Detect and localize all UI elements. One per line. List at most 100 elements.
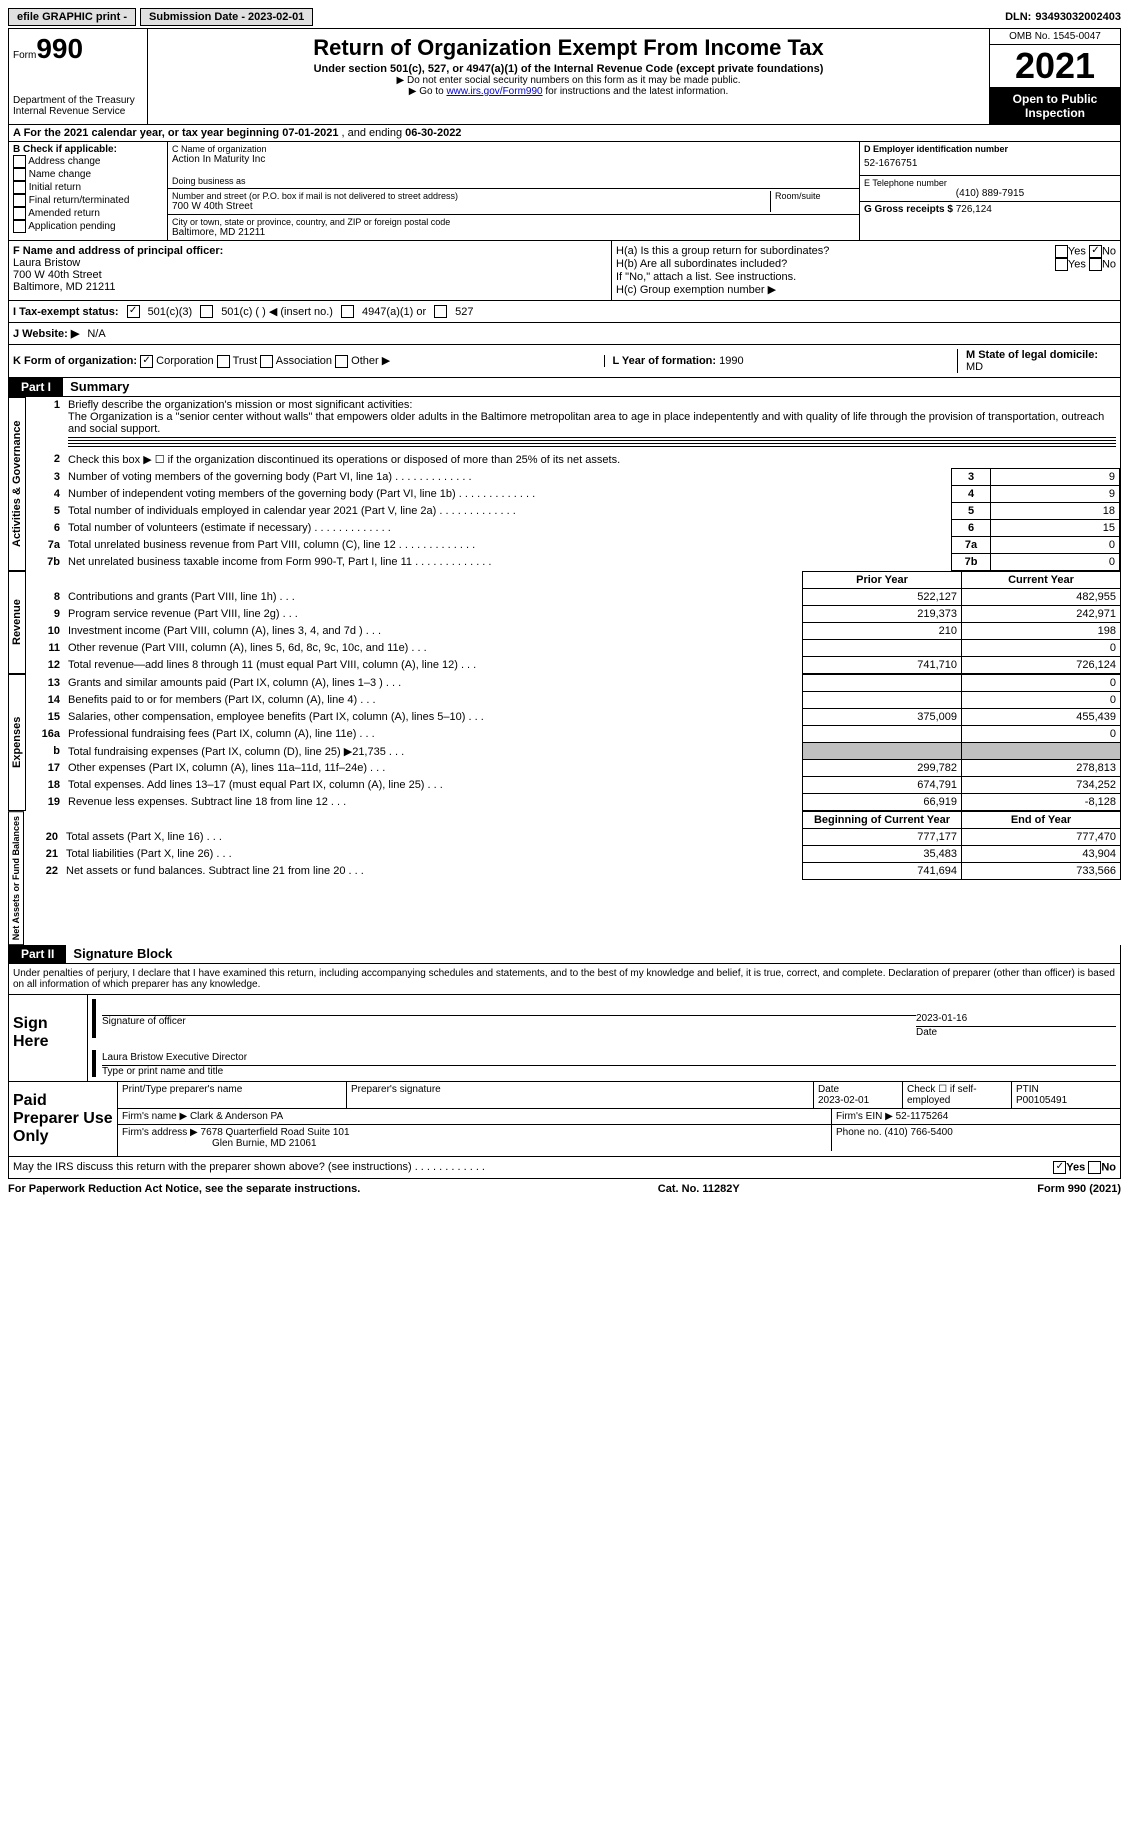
line1-text: The Organization is a "senior center wit… (68, 411, 1104, 435)
summary-row: 15Salaries, other compensation, employee… (26, 709, 1121, 726)
form-header: Form990 Department of the Treasury Inter… (8, 28, 1121, 125)
city-value: Baltimore, MD 21211 (172, 227, 855, 238)
row-i-tax-status: I Tax-exempt status: 501(c)(3) 501(c) ( … (8, 301, 1121, 323)
summary-row: 5Total number of individuals employed in… (26, 503, 1120, 520)
room-label: Room/suite (775, 191, 855, 201)
dln-value: 93493032002403 (1035, 11, 1121, 23)
checkbox-item: Application pending (13, 220, 163, 233)
org-name: Action In Maturity Inc (172, 154, 855, 165)
checkbox-item: Initial return (13, 181, 163, 194)
form-number: 990 (36, 33, 83, 64)
summary-row: 13Grants and similar amounts paid (Part … (26, 675, 1121, 692)
gross-label: G Gross receipts $ (864, 204, 953, 215)
row-j-website: J Website: ▶ N/A (8, 323, 1121, 345)
summary-row: 6Total number of volunteers (estimate if… (26, 520, 1120, 537)
checkbox-item: Final return/terminated (13, 194, 163, 207)
ha-yes-checkbox[interactable] (1055, 245, 1068, 258)
part1-activities-section: Activities & Governance 1 Briefly descri… (8, 397, 1121, 571)
dept-label: Department of the Treasury (13, 95, 143, 106)
part2-header: Part II (9, 945, 66, 963)
trust-checkbox[interactable] (217, 355, 230, 368)
dba-label: Doing business as (172, 176, 855, 186)
hb-yes-checkbox[interactable] (1055, 258, 1068, 271)
part1-header: Part I (9, 378, 63, 396)
tax-year: 2021 (990, 45, 1120, 88)
form-word: Form (13, 50, 36, 61)
summary-row: 12Total revenue—add lines 8 through 11 (… (26, 657, 1121, 674)
row-a-tax-year: A For the 2021 calendar year, or tax yea… (8, 125, 1121, 142)
phone-label: E Telephone number (864, 178, 1116, 188)
part1-revenue-section: Revenue Prior Year Current Year 8Contrib… (8, 571, 1121, 674)
submission-date: Submission Date - 2023-02-01 (140, 8, 313, 26)
section-bcd: B Check if applicable: Address change Na… (8, 142, 1121, 241)
summary-row: 7bNet unrelated business taxable income … (26, 554, 1120, 571)
open-inspection: Open to Public Inspection (990, 88, 1120, 124)
col-h-group: H(a) Is this a group return for subordin… (611, 241, 1120, 300)
efile-print-label: efile GRAPHIC print - (8, 8, 136, 26)
form-ref: Form 990 (2021) (1037, 1183, 1121, 1195)
summary-row: 10Investment income (Part VIII, column (… (26, 623, 1121, 640)
ha-no-checkbox[interactable] (1089, 245, 1102, 258)
assoc-checkbox[interactable] (260, 355, 273, 368)
footer: For Paperwork Reduction Act Notice, see … (8, 1179, 1121, 1199)
cat-no: Cat. No. 11282Y (658, 1183, 740, 1195)
note-ssn: ▶ Do not enter social security numbers o… (152, 75, 985, 86)
checkbox-item: Amended return (13, 207, 163, 220)
irs-link[interactable]: www.irs.gov/Form990 (446, 86, 542, 97)
527-checkbox[interactable] (434, 305, 447, 318)
summary-row: 17Other expenses (Part IX, column (A), l… (26, 760, 1121, 777)
checkbox-item: Address change (13, 155, 163, 168)
col-c-org-info: C Name of organization Action In Maturit… (168, 142, 859, 240)
line2: Check this box ▶ ☐ if the organization d… (64, 451, 1120, 469)
perjury-para: Under penalties of perjury, I declare th… (8, 964, 1121, 995)
hb-no-checkbox[interactable] (1089, 258, 1102, 271)
col-d-info: D Employer identification number 52-1676… (859, 142, 1120, 240)
part1-netassets-section: Net Assets or Fund Balances Beginning of… (8, 811, 1121, 945)
sign-here-block: Sign Here Signature of officer 2023-01-1… (8, 995, 1121, 1082)
part1-expenses-section: Expenses 13Grants and similar amounts pa… (8, 674, 1121, 811)
phone-value: (410) 889-7915 (864, 188, 1116, 199)
discuss-no-checkbox[interactable] (1088, 1161, 1101, 1174)
street-value: 700 W 40th Street (172, 201, 770, 212)
part2-title: Signature Block (73, 946, 172, 961)
discuss-yes-checkbox[interactable] (1053, 1161, 1066, 1174)
side-revenue: Revenue (8, 571, 26, 674)
summary-row: 16aProfessional fundraising fees (Part I… (26, 726, 1121, 743)
side-netassets: Net Assets or Fund Balances (8, 811, 24, 945)
side-expenses: Expenses (8, 674, 26, 811)
checkbox-item: Name change (13, 168, 163, 181)
paid-preparer-block: Paid Preparer Use Only Print/Type prepar… (8, 1082, 1121, 1157)
side-activities: Activities & Governance (8, 397, 26, 571)
sign-here-label: Sign Here (9, 995, 88, 1081)
street-label: Number and street (or P.O. box if mail i… (172, 191, 770, 201)
501c3-checkbox[interactable] (127, 305, 140, 318)
ein-label: D Employer identification number (864, 144, 1008, 154)
corp-checkbox[interactable] (140, 355, 153, 368)
row-k-org-form: K Form of organization: Corporation Trus… (8, 345, 1121, 378)
summary-row: 9Program service revenue (Part VIII, lin… (26, 606, 1121, 623)
501c-checkbox[interactable] (200, 305, 213, 318)
part1-header-row: Part I Summary (8, 378, 1121, 397)
col-f-officer: F Name and address of principal officer:… (9, 241, 611, 300)
city-label: City or town, state or province, country… (172, 217, 855, 227)
summary-row: 20Total assets (Part X, line 16) . . .77… (24, 829, 1121, 846)
summary-row: 11Other revenue (Part VIII, column (A), … (26, 640, 1121, 657)
summary-row: 7aTotal unrelated business revenue from … (26, 537, 1120, 554)
note-link: ▶ Go to www.irs.gov/Form990 for instruct… (152, 86, 985, 97)
line1-label: Briefly describe the organization's miss… (68, 399, 412, 411)
discuss-row: May the IRS discuss this return with the… (8, 1157, 1121, 1179)
summary-row: 18Total expenses. Add lines 13–17 (must … (26, 777, 1121, 794)
omb-number: OMB No. 1545-0047 (990, 29, 1120, 45)
org-name-label: C Name of organization (172, 144, 855, 154)
summary-row: bTotal fundraising expenses (Part IX, co… (26, 743, 1121, 760)
top-bar: efile GRAPHIC print - Submission Date - … (8, 8, 1121, 26)
irs-label: Internal Revenue Service (13, 106, 143, 117)
section-fh: F Name and address of principal officer:… (8, 241, 1121, 301)
col-b-checkboxes: B Check if applicable: Address change Na… (9, 142, 168, 240)
summary-row: 14Benefits paid to or for members (Part … (26, 692, 1121, 709)
other-checkbox[interactable] (335, 355, 348, 368)
summary-row: 19Revenue less expenses. Subtract line 1… (26, 794, 1121, 811)
summary-row: 21Total liabilities (Part X, line 26) . … (24, 846, 1121, 863)
4947-checkbox[interactable] (341, 305, 354, 318)
part1-title: Summary (70, 379, 129, 394)
